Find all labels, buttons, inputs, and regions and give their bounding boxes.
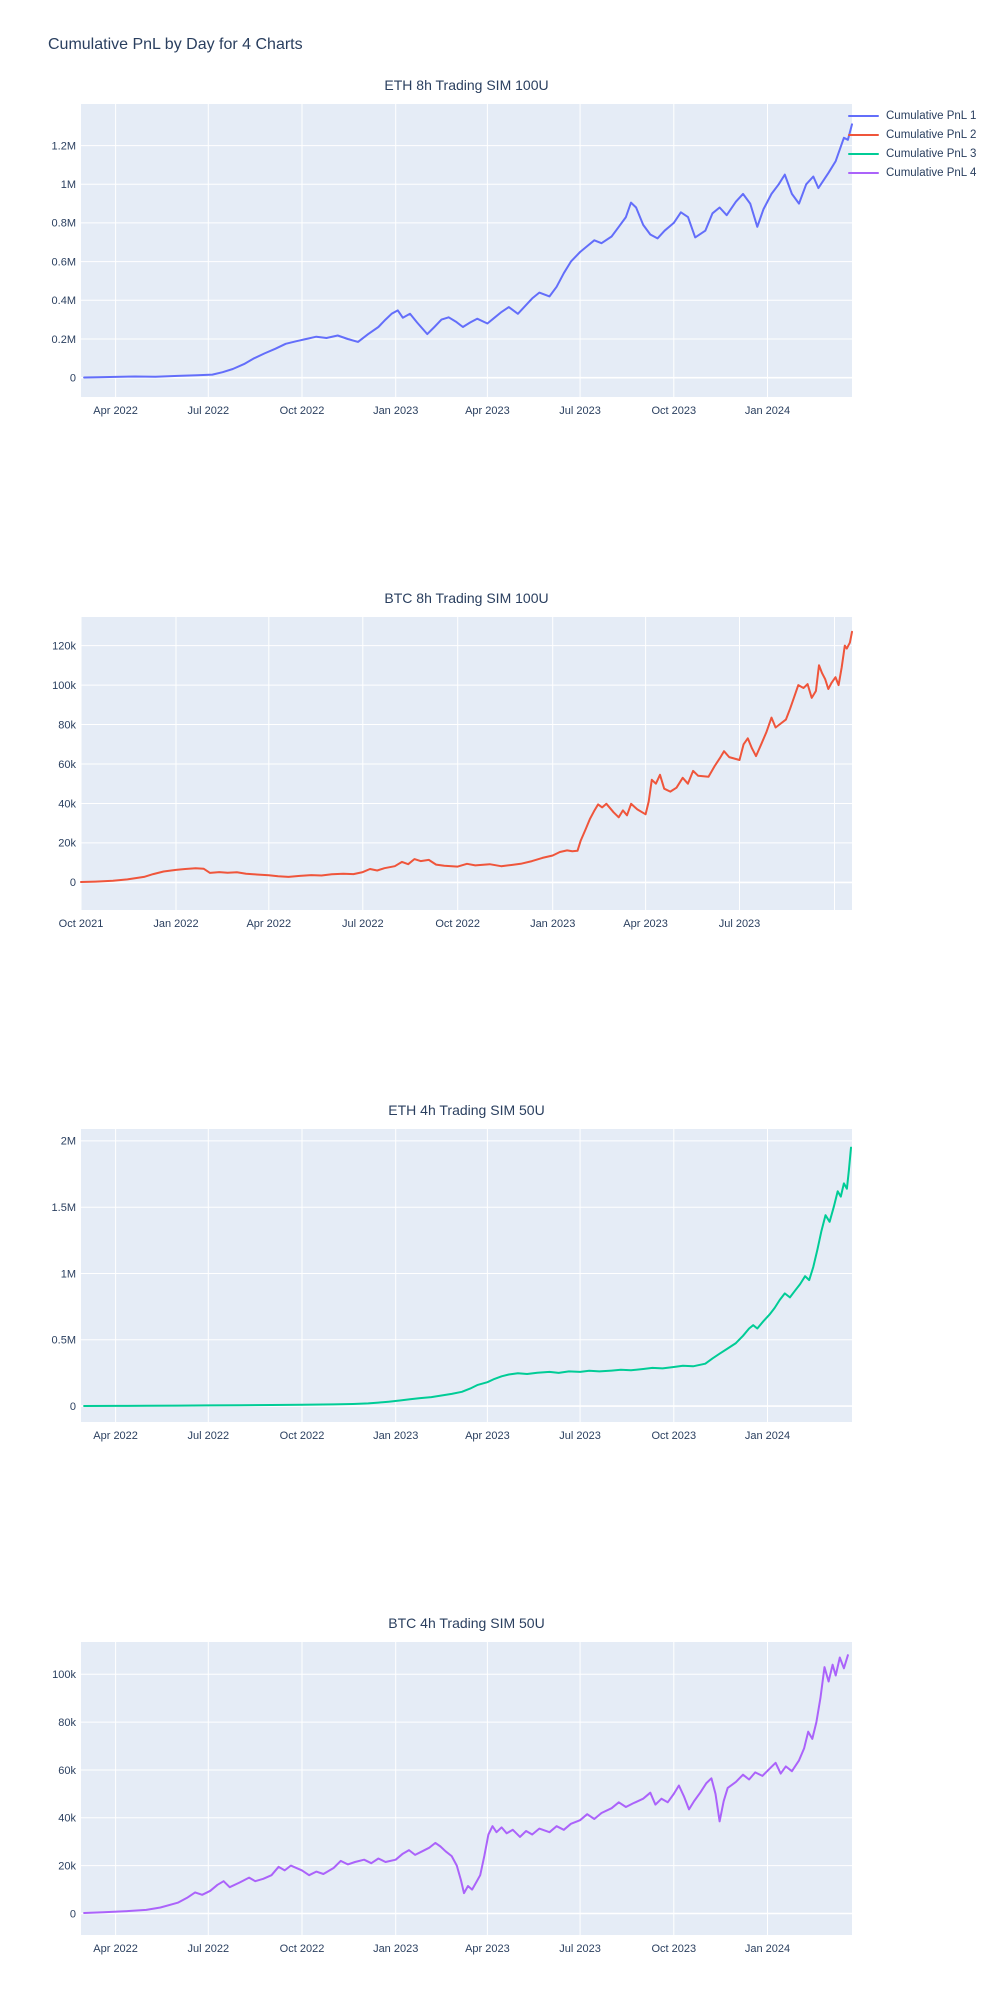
legend-line-swatch-2 [848,133,879,136]
chart-2-title: BTC 8h Trading SIM 100U [384,590,549,606]
chart-3-title: ETH 4h Trading SIM 50U [388,1102,545,1118]
y-tick-label: 0 [70,1908,76,1920]
y-tick-label: 40k [58,798,76,810]
y-tick-label: 80k [58,1717,76,1729]
y-tick-label: 0 [70,1401,76,1413]
legend-item-pnl-4[interactable]: Cumulative PnL 4 [848,163,976,182]
x-tick-label: Jan 2023 [373,1943,418,1955]
y-tick-label: 80k [58,719,76,731]
pnl-line-series[interactable] [83,1654,849,1914]
x-tick-label: Jul 2022 [188,405,230,417]
y-tick-label: 0.8M [52,218,76,230]
pnl-line-series[interactable] [80,630,853,883]
legend-item-pnl-1[interactable]: Cumulative PnL 1 [848,106,976,125]
y-tick-label: 1M [61,1268,76,1280]
y-tick-label: 60k [58,759,76,771]
y-tick-label: 60k [58,1765,76,1777]
legend-item-pnl-3[interactable]: Cumulative PnL 3 [848,144,976,163]
x-tick-label: Jul 2023 [559,1943,601,1955]
x-tick-label: Oct 2023 [651,405,696,417]
x-tick-label: Jul 2023 [559,405,601,417]
plot-background [81,1129,852,1422]
x-tick-label: Jan 2023 [373,1430,418,1442]
y-tick-label: 100k [52,680,76,692]
legend-line-swatch-4 [848,171,879,174]
x-tick-label: Oct 2021 [59,918,104,930]
legend: Cumulative PnL 1 Cumulative PnL 2 Cumula… [848,106,976,182]
y-tick-label: 40k [58,1813,76,1825]
x-tick-label: Oct 2022 [280,1430,325,1442]
y-tick-label: 1.2M [52,140,76,152]
plot-background [81,1642,852,1935]
pnl-line-series[interactable] [83,1146,852,1407]
x-tick-label: Oct 2023 [651,1943,696,1955]
legend-label: Cumulative PnL 4 [886,166,977,179]
y-tick-label: 20k [58,1860,76,1872]
legend-item-pnl-2[interactable]: Cumulative PnL 2 [848,125,976,144]
x-tick-label: Jan 2023 [373,405,418,417]
y-tick-label: 0.4M [52,295,76,307]
legend-label: Cumulative PnL 3 [886,147,977,160]
x-tick-label: Jan 2024 [745,405,790,417]
y-tick-label: 0.5M [52,1335,76,1347]
x-tick-label: Jul 2023 [559,1430,601,1442]
x-tick-label: Jan 2024 [745,1430,790,1442]
chart-4-title: BTC 4h Trading SIM 50U [388,1615,545,1631]
x-tick-label: Apr 2023 [623,918,668,930]
chart-3-plot-area[interactable]: Apr 2022 Jul 2022 Oct 2022 Jan 2023 Apr 2023… [0,1129,1000,1457]
x-tick-label: Jul 2022 [188,1943,230,1955]
x-tick-label: Oct 2023 [651,1430,696,1442]
x-tick-label: Apr 2023 [465,1943,510,1955]
legend-line-swatch-3 [848,152,879,155]
x-tick-label: Oct 2022 [280,405,325,417]
y-tick-label: 1M [61,179,76,191]
y-tick-label: 120k [52,640,76,652]
x-tick-label: Jan 2023 [530,918,575,930]
chart-2-plot-area[interactable]: Oct 2021 Jan 2022 Apr 2022 Jul 2022 Oct 2022… [0,617,1000,945]
x-tick-label: Jan 2022 [153,918,198,930]
chart-4-plot-area[interactable]: Apr 2022 Jul 2022 Oct 2022 Jan 2023 Apr 2023… [0,1642,1000,1970]
x-tick-label: Apr 2022 [93,405,138,417]
y-tick-label: 100k [52,1669,76,1681]
figure-title: Cumulative PnL by Day for 4 Charts [48,36,303,53]
legend-label: Cumulative PnL 1 [886,109,977,122]
x-tick-label: Jul 2022 [342,918,384,930]
chart-1-plot-area[interactable]: Apr 2022 Jul 2022 Oct 2022 Jan 2023 Apr 2023… [0,104,1000,432]
pnl-line-series[interactable] [83,123,853,379]
y-tick-label: 20k [58,838,76,850]
y-tick-label: 0 [70,877,76,889]
legend-label: Cumulative PnL 2 [886,128,977,141]
y-tick-label: 0 [70,373,76,385]
x-tick-label: Apr 2022 [246,918,291,930]
legend-line-swatch-1 [848,114,879,117]
x-tick-label: Jul 2023 [719,918,761,930]
y-tick-label: 0.2M [52,334,76,346]
x-tick-label: Apr 2023 [465,405,510,417]
x-tick-label: Jan 2024 [745,1943,790,1955]
plot-background [81,104,852,397]
x-tick-label: Oct 2022 [435,918,480,930]
y-tick-label: 0.6M [52,256,76,268]
x-tick-label: Apr 2022 [93,1430,138,1442]
chart-1-title: ETH 8h Trading SIM 100U [384,77,549,93]
x-tick-label: Oct 2022 [280,1943,325,1955]
y-tick-label: 1.5M [52,1202,76,1214]
x-tick-label: Jul 2022 [188,1430,230,1442]
y-tick-label: 2M [61,1136,76,1148]
x-tick-label: Apr 2023 [465,1430,510,1442]
x-tick-label: Apr 2022 [93,1943,138,1955]
